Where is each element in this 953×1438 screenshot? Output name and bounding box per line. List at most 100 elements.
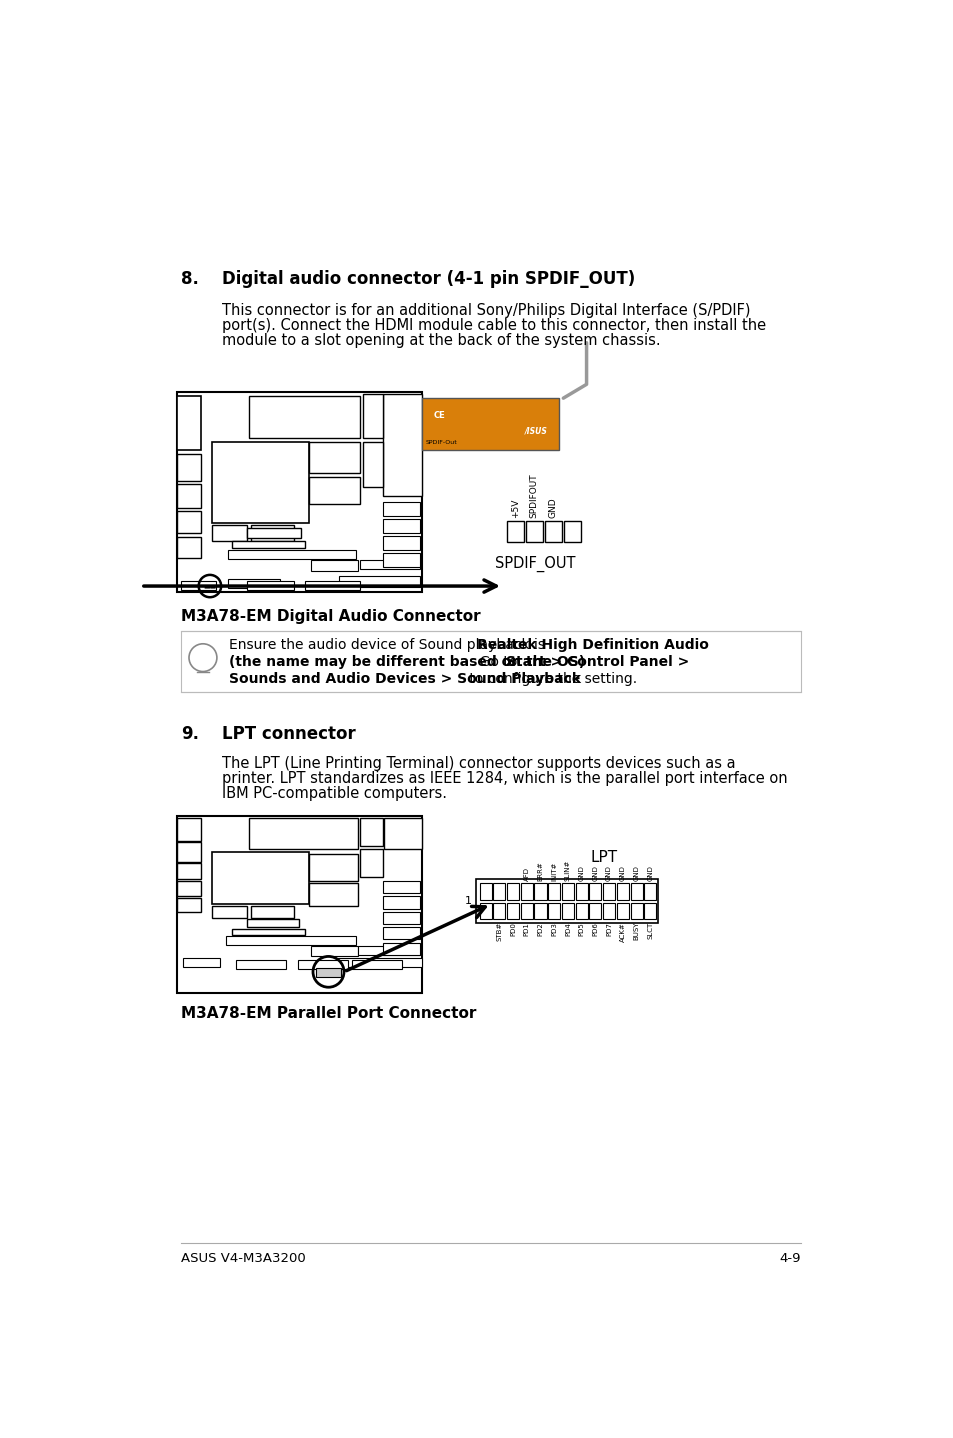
Bar (507, 903, 518, 919)
Bar (589, 903, 600, 919)
Text: (the name may be different based on the OS): (the name may be different based on the … (229, 654, 585, 669)
Bar (534, 883, 546, 900)
Text: LPT: LPT (590, 850, 617, 866)
Text: . Go to: . Go to (471, 654, 521, 669)
Bar (589, 883, 600, 900)
Bar (251, 906, 294, 917)
Bar (232, 929, 305, 935)
Bar (382, 912, 419, 925)
Bar (177, 881, 200, 896)
Bar (561, 903, 574, 919)
Bar (177, 395, 200, 450)
Bar (232, 541, 305, 548)
Text: module to a slot opening at the back of the system chassis.: module to a slot opening at the back of … (222, 334, 660, 348)
Bar (181, 631, 801, 692)
Text: BUSY: BUSY (633, 922, 639, 940)
Bar (617, 903, 628, 919)
Bar (297, 959, 348, 969)
Bar (493, 883, 505, 900)
Text: This connector is for an additional Sony/Philips Digital Interface (S/PDIF): This connector is for an additional Sony… (222, 303, 750, 318)
Text: GND: GND (619, 866, 625, 881)
Bar (181, 581, 216, 590)
Bar (338, 577, 419, 587)
Bar (177, 843, 200, 861)
Bar (177, 815, 421, 992)
Text: GND: GND (605, 866, 612, 881)
Text: INIT#: INIT# (551, 861, 557, 881)
Bar (534, 903, 546, 919)
Text: Realtek High Definition Audio: Realtek High Definition Audio (476, 637, 708, 651)
Bar (507, 883, 518, 900)
Text: PD1: PD1 (523, 922, 529, 936)
Text: CE: CE (433, 411, 444, 420)
Bar (506, 521, 523, 542)
Text: Start > Control Panel >: Start > Control Panel > (505, 654, 688, 669)
Text: M3A78-EM Parallel Port Connector: M3A78-EM Parallel Port Connector (181, 1007, 476, 1021)
Text: PD2: PD2 (537, 922, 543, 936)
Bar (228, 580, 280, 588)
Text: GND: GND (548, 498, 558, 518)
Bar (617, 883, 628, 900)
Text: PD5: PD5 (578, 922, 584, 936)
Bar (177, 485, 200, 508)
Text: 8.: 8. (181, 270, 199, 289)
Text: GND: GND (578, 866, 584, 881)
Bar (479, 903, 491, 919)
Bar (311, 559, 357, 571)
Bar (382, 928, 419, 939)
Bar (382, 881, 419, 893)
Bar (212, 851, 309, 905)
Bar (479, 883, 491, 900)
Bar (359, 559, 419, 569)
Bar (548, 883, 559, 900)
Bar (363, 394, 382, 439)
Bar (363, 441, 382, 486)
Text: Sounds and Audio Devices > Sound Playback: Sounds and Audio Devices > Sound Playbac… (229, 672, 580, 686)
Bar (575, 883, 587, 900)
Text: GND: GND (646, 866, 653, 881)
Bar (309, 441, 359, 473)
Bar (177, 863, 200, 880)
Text: LPT connector: LPT connector (222, 725, 355, 743)
Bar (630, 883, 642, 900)
Text: PD0: PD0 (510, 922, 516, 936)
Bar (251, 525, 294, 541)
Bar (183, 958, 220, 968)
Text: SPDIF-Out: SPDIF-Out (425, 440, 456, 446)
Bar (563, 521, 580, 542)
Text: The LPT (Line Printing Terminal) connector supports devices such as a: The LPT (Line Printing Terminal) connect… (222, 756, 735, 771)
Text: IBM PC-compatible computers.: IBM PC-compatible computers. (222, 787, 447, 801)
Text: Ensure the audio device of Sound playback is: Ensure the audio device of Sound playbac… (229, 637, 549, 651)
Text: GND: GND (592, 866, 598, 881)
Bar (212, 906, 247, 917)
Text: GND: GND (633, 866, 639, 881)
Bar (384, 818, 421, 848)
Bar (311, 946, 357, 956)
Text: ERR#: ERR# (537, 861, 543, 881)
Bar (602, 903, 615, 919)
Bar (212, 441, 309, 523)
Bar (177, 393, 421, 592)
Text: printer. LPT standardizes as IEEE 1284, which is the parallel port interface on: printer. LPT standardizes as IEEE 1284, … (222, 771, 787, 787)
Text: to configure the setting.: to configure the setting. (464, 672, 637, 686)
Bar (382, 502, 419, 516)
Text: ▬▬: ▬▬ (203, 582, 216, 590)
Text: ACK#: ACK# (619, 922, 625, 942)
Bar (247, 581, 294, 590)
Text: STB#: STB# (496, 922, 502, 940)
Bar (421, 398, 558, 450)
Text: 1: 1 (464, 896, 472, 906)
Bar (335, 958, 421, 968)
Text: PD6: PD6 (592, 922, 598, 936)
Bar (315, 968, 340, 976)
Bar (305, 581, 359, 590)
Bar (476, 880, 658, 923)
Bar (228, 549, 355, 559)
Text: /ISUS: /ISUS (524, 426, 547, 436)
Bar (382, 536, 419, 549)
Bar (493, 903, 505, 919)
Bar (177, 453, 200, 480)
Bar (382, 896, 419, 909)
Text: PD4: PD4 (564, 922, 570, 936)
Bar (544, 521, 561, 542)
